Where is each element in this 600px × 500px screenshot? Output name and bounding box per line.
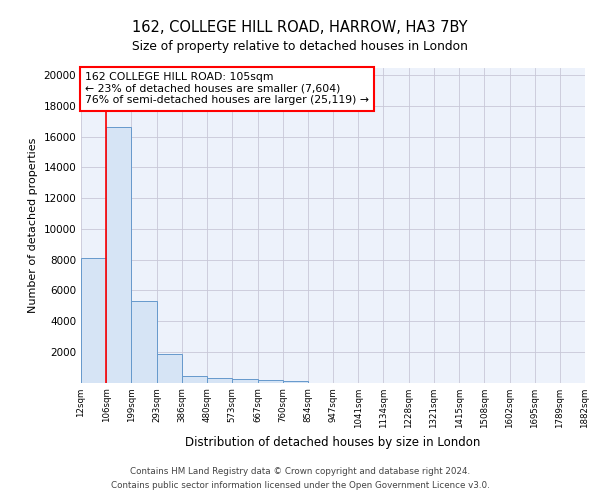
Text: 162, COLLEGE HILL ROAD, HARROW, HA3 7BY: 162, COLLEGE HILL ROAD, HARROW, HA3 7BY [132, 20, 468, 35]
Text: Contains HM Land Registry data © Crown copyright and database right 2024.: Contains HM Land Registry data © Crown c… [130, 467, 470, 476]
Bar [131, 301, 157, 382]
Bar [283, 381, 308, 382]
Bar [207, 378, 232, 382]
Bar [106, 128, 131, 382]
Y-axis label: Number of detached properties: Number of detached properties [28, 138, 38, 312]
Bar [182, 376, 207, 382]
Text: Size of property relative to detached houses in London: Size of property relative to detached ho… [132, 40, 468, 53]
Bar [157, 354, 182, 382]
Bar [257, 380, 283, 382]
Bar [81, 258, 106, 382]
Text: 162 COLLEGE HILL ROAD: 105sqm
← 23% of detached houses are smaller (7,604)
76% o: 162 COLLEGE HILL ROAD: 105sqm ← 23% of d… [85, 72, 369, 106]
Text: Contains public sector information licensed under the Open Government Licence v3: Contains public sector information licen… [110, 480, 490, 490]
Bar [232, 380, 257, 382]
X-axis label: Distribution of detached houses by size in London: Distribution of detached houses by size … [185, 436, 481, 449]
